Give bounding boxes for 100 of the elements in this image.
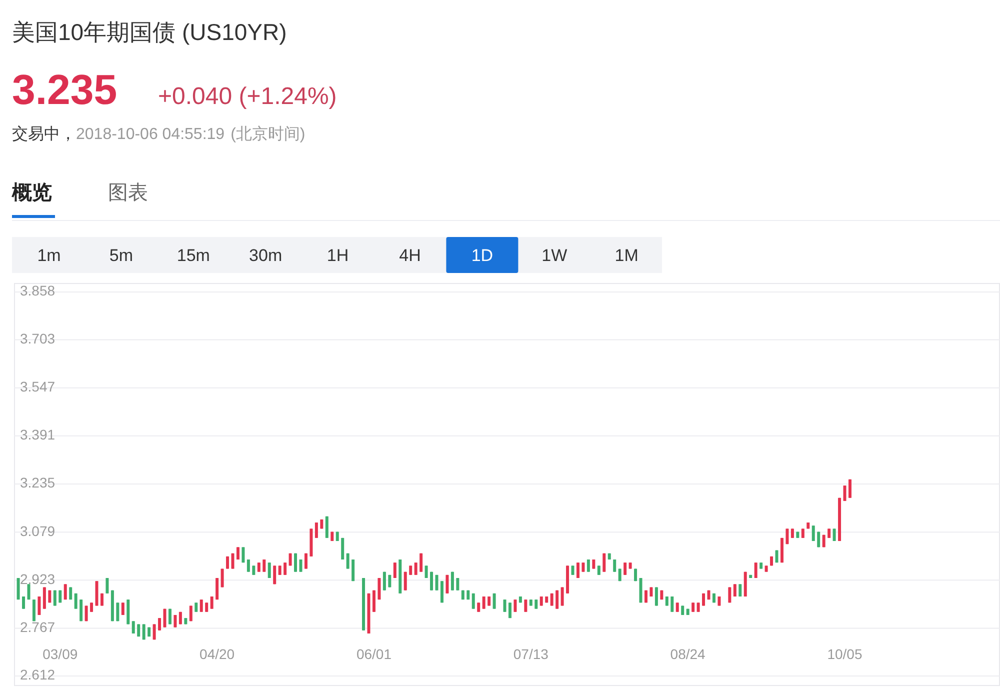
candlestick: [696, 602, 700, 612]
text: 概览: [11, 182, 52, 204]
candlestick: [472, 592, 475, 610]
candlestick: [284, 562, 287, 576]
candlestick: [142, 624, 146, 640]
candlestick: [205, 602, 208, 612]
candlestick: [299, 559, 302, 572]
candlestick: [32, 599, 36, 622]
candlestick: [738, 584, 742, 597]
candlestick: [152, 624, 156, 640]
y-tick-label: 3.079: [20, 522, 56, 539]
candlestick: [456, 577, 460, 591]
candlestick: [262, 559, 266, 572]
x-tick-label: 08/24: [670, 646, 706, 662]
candlestick: [828, 528, 831, 538]
candlestick: [733, 584, 736, 597]
text: (北京时间): [230, 125, 306, 143]
candlestick: [84, 605, 88, 622]
y-tick-label: 3.547: [20, 378, 56, 395]
candlestick: [624, 562, 627, 576]
candlestick: [246, 559, 250, 572]
x-tick-label: 10/05: [827, 646, 862, 662]
candlestick: [90, 602, 94, 612]
text: 5m: [109, 246, 134, 265]
candlestick: [158, 618, 162, 631]
candlestick: [189, 605, 192, 622]
text: 图表: [108, 182, 148, 204]
candlestick: [503, 599, 506, 612]
text: 1W: [542, 246, 568, 265]
candlestick: [69, 586, 72, 600]
candlestick: [534, 599, 538, 610]
candlestick: [106, 577, 109, 594]
candlestick: [508, 602, 512, 619]
candlestick: [409, 565, 412, 576]
candlestick: [602, 552, 606, 572]
candlestick: [257, 562, 260, 572]
candlestick: [242, 546, 245, 564]
text: 1m: [37, 246, 61, 265]
candlestick: [273, 565, 276, 585]
candlestick: [80, 599, 83, 622]
candlestick: [754, 562, 758, 578]
candlestick: [404, 571, 407, 591]
text: 1M: [614, 246, 638, 265]
candlestick: [352, 559, 355, 582]
candlestick: [194, 602, 198, 612]
candlestick: [121, 602, 124, 616]
candlestick: [252, 565, 256, 576]
candlestick: [200, 599, 203, 612]
candlestick: [22, 596, 26, 610]
y-tick-label: 2.923: [20, 570, 56, 587]
y-tick-label: 3.858: [20, 282, 56, 299]
candlestick: [424, 565, 428, 578]
candlestick: [393, 562, 396, 578]
candlestick: [430, 571, 434, 591]
candlestick: [654, 586, 658, 606]
candlestick: [420, 552, 423, 572]
candlestick: [346, 552, 350, 570]
candlestick: [116, 602, 120, 622]
text: 交易中，: [12, 125, 76, 143]
candlestick: [268, 562, 271, 578]
candlestick: [226, 556, 230, 570]
candlestick: [576, 562, 580, 578]
candlestick: [174, 614, 177, 628]
y-tick-label: 2.767: [20, 618, 56, 635]
candlestick: [560, 586, 564, 606]
candlestick: [786, 528, 789, 545]
candlestick: [556, 590, 559, 610]
text: 1D: [471, 246, 494, 265]
candlestick: [582, 562, 585, 572]
candlestick: [42, 586, 46, 610]
candlestick: [414, 562, 418, 576]
candlestick: [790, 528, 794, 538]
candlestick: [231, 552, 234, 570]
text: 2018-10-06 04:55:19: [76, 126, 225, 143]
candlestick: [440, 580, 444, 604]
candlestick: [163, 608, 166, 628]
candlestick: [597, 565, 600, 576]
candlestick: [571, 565, 574, 576]
candlestick: [482, 596, 486, 610]
candlestick: [137, 624, 140, 638]
text: 4H: [399, 246, 421, 265]
y-tick-label: 2.612: [20, 666, 56, 683]
candlestick: [304, 552, 308, 570]
y-tick-label: 3.703: [20, 330, 56, 346]
candlestick: [38, 596, 41, 616]
candlestick: [586, 559, 590, 572]
text: 30m: [249, 246, 282, 265]
candlestick: [210, 596, 214, 610]
candlestick: [650, 586, 653, 597]
text: 1H: [326, 246, 349, 265]
x-tick-label: 03/09: [42, 646, 78, 662]
candlestick: [613, 559, 616, 572]
candlestick: [670, 596, 674, 612]
candlestick: [477, 602, 480, 612]
candlestick: [294, 552, 298, 572]
candlestick: [592, 559, 596, 570]
candlestick: [27, 584, 30, 600]
candlestick: [832, 528, 836, 542]
candlestick: [848, 478, 852, 498]
y-tick-label: 3.235: [20, 474, 56, 491]
